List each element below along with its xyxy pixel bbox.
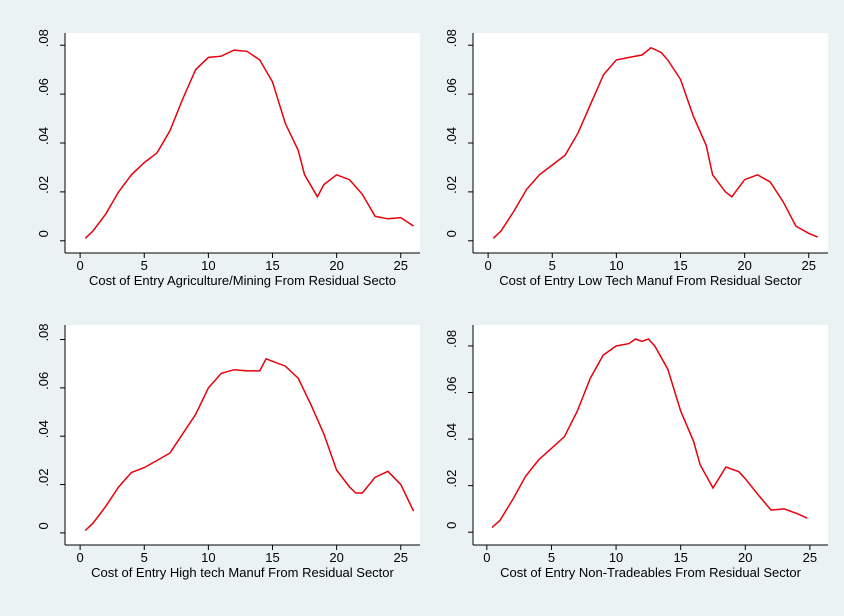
y-tick-label: .06 — [36, 78, 51, 96]
plot-area — [65, 33, 420, 253]
plot-area — [473, 33, 828, 253]
data-line — [491, 338, 808, 529]
y-tick-label: .06 — [444, 78, 459, 96]
y-tick-label: 0 — [444, 230, 459, 237]
data-line — [492, 46, 818, 239]
x-tick-label: 25 — [802, 258, 816, 273]
x-tick-label: 15 — [265, 258, 279, 273]
y-tick-label: .06 — [36, 372, 51, 390]
x-tick-label: 15 — [265, 550, 279, 565]
x-tick-label: 20 — [329, 550, 343, 565]
y-tick-label: .02 — [444, 176, 459, 194]
y-tick-label: .02 — [36, 176, 51, 194]
x-tick-label: 20 — [738, 550, 752, 565]
y-tick-label: .08 — [444, 29, 459, 47]
y-tick-label: .04 — [444, 127, 459, 145]
x-axis-label: Cost of Entry Agriculture/Mining From Re… — [89, 273, 396, 288]
x-tick-label: 0 — [485, 258, 492, 273]
y-tick-label: .04 — [36, 127, 51, 145]
x-tick-label: 10 — [201, 258, 215, 273]
x-tick-label: 5 — [548, 550, 555, 565]
x-tick-label: 10 — [609, 258, 623, 273]
x-tick-label: 25 — [394, 258, 408, 273]
y-tick-label: .08 — [36, 29, 51, 47]
y-tick-label: .08 — [444, 330, 459, 348]
y-tick-label: .04 — [444, 423, 459, 441]
x-tick-label: 15 — [673, 258, 687, 273]
x-axis-label: Cost of Entry High tech Manuf From Resid… — [91, 565, 394, 580]
x-axis-label: Cost of Entry Non-Tradeables From Residu… — [500, 565, 801, 580]
x-tick-label: 25 — [394, 550, 408, 565]
x-tick-label: 25 — [803, 550, 817, 565]
x-tick-label: 5 — [141, 550, 148, 565]
y-tick-label: .06 — [444, 376, 459, 394]
data-line — [84, 357, 415, 532]
x-tick-label: 0 — [483, 550, 490, 565]
y-tick-label: 0 — [36, 522, 51, 529]
x-tick-label: 0 — [77, 258, 84, 273]
x-tick-label: 5 — [549, 258, 556, 273]
y-tick-label: .08 — [36, 323, 51, 341]
y-tick-label: 0 — [36, 230, 51, 237]
x-tick-label: 10 — [609, 550, 623, 565]
x-tick-label: 20 — [737, 258, 751, 273]
data-line — [84, 49, 415, 239]
x-axis-label: Cost of Entry Low Tech Manuf From Residu… — [499, 273, 802, 288]
y-tick-label: .04 — [36, 420, 51, 438]
x-tick-label: 15 — [673, 550, 687, 565]
x-tick-label: 20 — [329, 258, 343, 273]
plot-area — [473, 325, 828, 545]
y-tick-label: .02 — [36, 469, 51, 487]
plot-area — [65, 325, 420, 545]
x-tick-label: 10 — [201, 550, 215, 565]
y-tick-label: 0 — [444, 522, 459, 529]
x-tick-label: 5 — [141, 258, 148, 273]
x-tick-label: 0 — [77, 550, 84, 565]
y-tick-label: .02 — [444, 470, 459, 488]
